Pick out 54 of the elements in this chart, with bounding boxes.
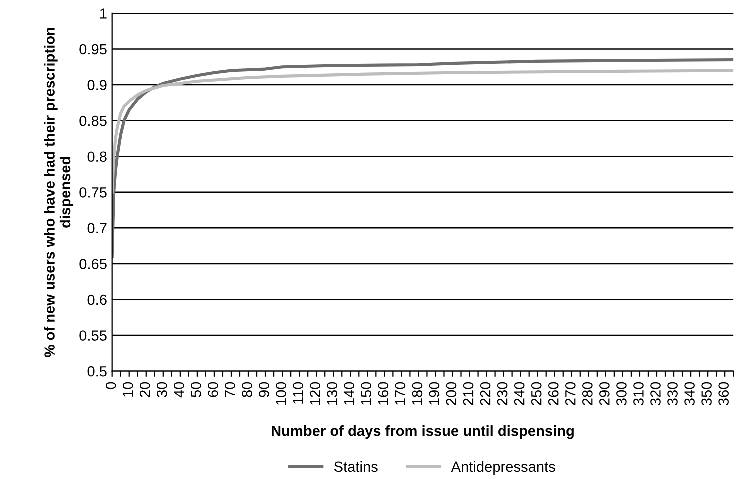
y-axis-title: % of new users who have had their prescription dispensed <box>44 28 74 358</box>
legend-label: Statins <box>334 461 378 472</box>
x-tick-label: 220 <box>480 382 491 406</box>
x-tick-label: 340 <box>684 382 695 406</box>
x-tick-label: 260 <box>548 382 559 406</box>
x-tick-label: 40 <box>174 382 184 398</box>
legend-label: Antidepressants <box>451 461 556 475</box>
x-tick-label: 140 <box>344 382 355 405</box>
y-tick-label: 0.9 <box>88 80 107 90</box>
y-tick-label: 0.7 <box>88 223 107 234</box>
y-tick-label: 0.95 <box>80 44 107 55</box>
y-tick-label: 0.5 <box>88 366 107 377</box>
x-tick-label: 130 <box>327 382 338 405</box>
line-series <box>112 58 734 258</box>
x-tick-label: 70 <box>225 382 236 398</box>
x-tick-label: 300 <box>616 382 627 406</box>
y-tick-label: 1 <box>100 8 107 19</box>
x-tick-label: 0 <box>106 382 116 390</box>
x-tick-label: 310 <box>634 382 644 406</box>
x-tick-label: 200 <box>446 382 457 406</box>
x-tick-label: 320 <box>650 382 661 406</box>
x-tick-label: 170 <box>395 382 406 405</box>
x-tick-label: 210 <box>463 382 474 406</box>
x-tick-label: 270 <box>565 382 576 406</box>
x-tick-label: 110 <box>293 382 304 404</box>
y-tick-label: 0.85 <box>80 116 107 126</box>
y-tick-label: 0.65 <box>80 259 107 270</box>
x-tick-label: 360 <box>718 382 729 406</box>
y-tick-label: 0.8 <box>88 152 107 162</box>
x-tick-label: 90 <box>259 382 270 398</box>
x-tick-label: 30 <box>156 382 168 398</box>
x-tick-label: 50 <box>191 382 202 398</box>
x-tick-label: 100 <box>276 382 286 405</box>
x-tick-label: 230 <box>497 382 508 406</box>
y-tick-label: 0.75 <box>80 188 107 198</box>
x-axis-title: Number of days from issue until dispensing <box>272 426 574 440</box>
x-tick-label: 160 <box>378 382 389 405</box>
x-tick-label: 290 <box>600 382 610 406</box>
x-tick-label: 150 <box>361 382 372 405</box>
x-tick-label: 190 <box>429 382 440 405</box>
x-tick-label: 120 <box>310 382 320 405</box>
x-tick-label: 350 <box>702 382 712 406</box>
x-tick-label: 250 <box>531 382 542 406</box>
x-tick-label: 10 <box>122 382 134 397</box>
y-tick-label: 0.6 <box>88 294 107 306</box>
x-tick-label: 80 <box>242 382 252 398</box>
y-tick-label: 0.55 <box>80 330 107 341</box>
x-tick-label: 60 <box>208 382 218 398</box>
x-tick-label: 180 <box>412 382 423 405</box>
x-tick-label: 280 <box>582 382 593 406</box>
line-series <box>112 69 734 194</box>
x-tick-label: 20 <box>140 382 150 398</box>
x-tick-label: 240 <box>514 382 525 406</box>
x-tick-label: 330 <box>668 382 678 406</box>
